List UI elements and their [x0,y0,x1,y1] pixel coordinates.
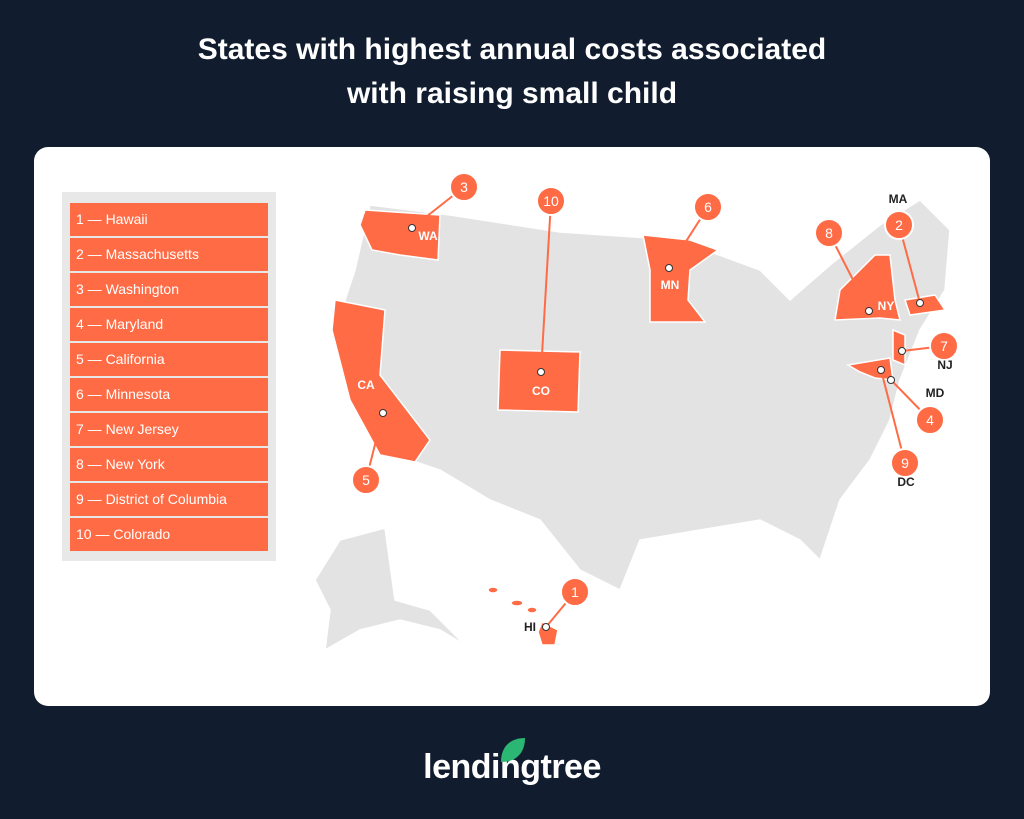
marker-point [887,376,895,384]
legend-item: 9 — District of Columbia [70,483,268,516]
state-label: HI [524,620,536,634]
marker-point [542,623,550,631]
state-label: WA [418,229,438,243]
rank-number: 5 [362,472,370,488]
state-label: MN [661,278,680,292]
state-label: NY [878,299,895,313]
state-mn [642,234,720,323]
state-label: DC [897,475,915,489]
legend-item: 5 — California [70,343,268,376]
rank-marker [449,172,479,202]
state-label: CA [357,378,375,392]
legend-item: 3 — Washington [70,273,268,306]
state-ca [331,299,431,463]
state-label: NJ [937,358,952,372]
state-hi [487,586,559,646]
rank-number: 1 [571,584,579,600]
state-label: CO [532,384,550,398]
marker-point [537,368,545,376]
rank-number: 3 [460,179,468,195]
marker-point [665,264,673,272]
rank-number: 10 [543,193,559,209]
rank-marker [560,577,590,607]
rank-marker [536,186,566,216]
rank-number: 6 [704,199,712,215]
rank-number: 7 [940,338,948,354]
rank-marker [814,218,844,248]
title-line-1: States with highest annual costs associa… [197,33,827,66]
state-nj [892,328,906,367]
lendingtree-logo: lendingtree [0,738,1024,787]
title-line-2: with raising small child [346,77,678,110]
marker-point [877,366,885,374]
rank-marker [693,192,723,222]
rank-number: 2 [895,217,903,233]
alaska [314,527,466,652]
marker-leader-line [880,369,906,464]
legend-item: 6 — Minnesota [70,378,268,411]
rank-marker [884,210,914,240]
state-label: MD [926,386,945,400]
rank-marker [890,448,920,478]
legend-item: 4 — Maryland [70,308,268,341]
legend-item: 7 — New Jersey [70,413,268,446]
rank-marker [915,405,945,435]
state-co [497,349,581,413]
state-ny [834,254,901,321]
legend-item: 1 — Hawaii [70,203,268,236]
marker-point [379,409,387,417]
us-mainland [334,199,951,592]
page-title: States with highest annual costs associa… [0,28,1024,116]
rank-number: 9 [901,455,909,471]
leaf-icon [501,738,525,762]
state-ma [904,294,947,316]
marker-point [916,299,924,307]
legend-item: 8 — New York [70,448,268,481]
rank-marker [351,465,381,495]
rank-marker [929,331,959,361]
ranking-legend: 1 — Hawaii 2 — Massachusetts 3 — Washing… [62,192,276,561]
marker-point [865,307,873,315]
marker-point [408,224,416,232]
marker-leader-line [540,200,552,373]
state-label: MA [889,192,908,206]
rank-number: 4 [926,412,934,428]
rank-number: 8 [825,225,833,241]
legend-item: 10 — Colorado [70,518,268,551]
marker-point [898,347,906,355]
legend-item: 2 — Massachusetts [70,238,268,271]
